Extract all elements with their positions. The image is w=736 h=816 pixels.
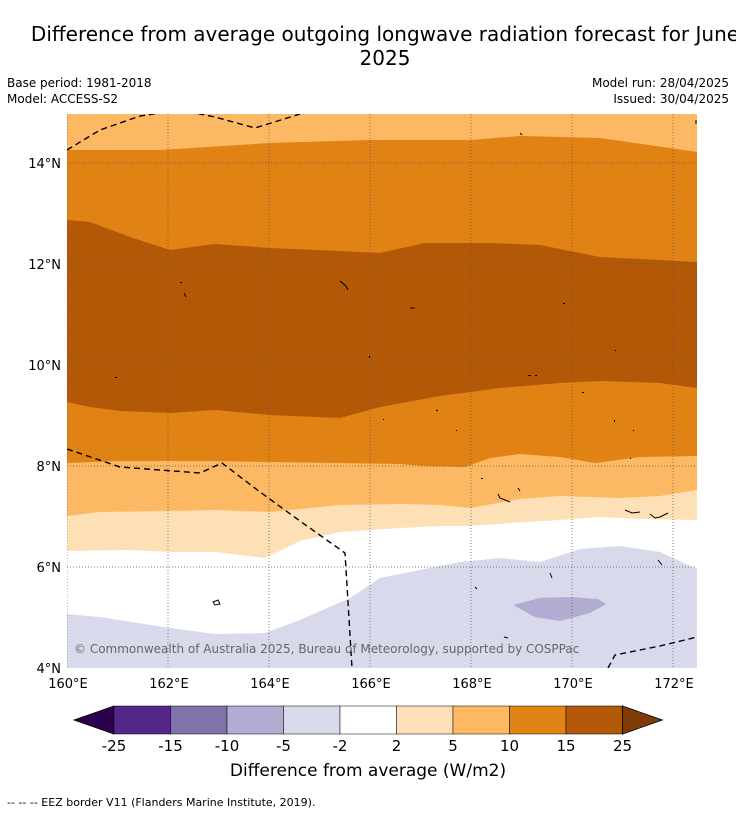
colorbar: -25 -15 -10 -5 -2 2 5 10 15 25 xyxy=(72,705,664,755)
colorbar-segment xyxy=(113,705,171,735)
colorbar-tick-label: 15 xyxy=(556,737,575,755)
small-islands xyxy=(115,282,634,479)
eez-borders xyxy=(67,114,697,668)
colorbar-tick-label: 25 xyxy=(613,737,632,755)
lat-tick-6: 6°N xyxy=(37,561,62,576)
colorbar-segment xyxy=(339,705,397,735)
copyright-text: © Commonwealth of Australia 2025, Bureau… xyxy=(74,642,579,656)
lon-tick-168: 168°E xyxy=(452,677,492,692)
colorbar-tick-label: -15 xyxy=(158,737,183,755)
base-period: Base period: 1981-2018 xyxy=(7,76,152,90)
lon-tick-160: 160°E xyxy=(48,677,88,692)
lon-tick-172: 172°E xyxy=(654,677,694,692)
meta-right: Model run: 28/04/2025 Issued: 30/04/2025 xyxy=(592,75,729,107)
lon-tick-170: 170°E xyxy=(553,677,593,692)
footnote: -- -- -- EEZ border V11 (Flanders Marine… xyxy=(7,796,316,809)
colorbar-tick-label: -5 xyxy=(276,737,291,755)
colorbar-segment xyxy=(283,705,341,735)
lat-tick-14: 14°N xyxy=(28,157,61,172)
band-15-25 xyxy=(67,220,697,418)
band-minus5-minus2 xyxy=(67,546,697,668)
lat-tick-10: 10°N xyxy=(28,359,61,374)
issued-date: Issued: 30/04/2025 xyxy=(613,92,729,106)
colorbar-tick-label: -10 xyxy=(215,737,240,755)
colorbar-tick-label: 2 xyxy=(392,737,402,755)
lat-tick-12: 12°N xyxy=(28,258,61,273)
anomaly-field xyxy=(67,114,697,668)
colorbar-extend-low xyxy=(72,705,115,735)
colorbar-extend-high xyxy=(622,705,664,735)
gridlines xyxy=(67,114,697,668)
colorbar-tick-label: 10 xyxy=(500,737,519,755)
islands xyxy=(183,120,697,639)
page-title: Difference from average outgoing longwav… xyxy=(30,22,736,70)
meta-left: Base period: 1981-2018 Model: ACCESS-S2 xyxy=(7,75,152,107)
lon-tick-166: 166°E xyxy=(351,677,391,692)
lon-tick-labels: 160°E 162°E 164°E 166°E 168°E 170°E 172°… xyxy=(48,677,694,692)
model-run: Model run: 28/04/2025 xyxy=(591,76,729,90)
colorbar-tick-label: -2 xyxy=(333,737,348,755)
lat-tick-labels: 14°N 12°N 10°N 8°N 6°N 4°N xyxy=(28,157,61,677)
model-name: Model: ACCESS-S2 xyxy=(7,92,119,106)
lat-tick-4: 4°N xyxy=(37,662,62,677)
colorbar-tick-label: -25 xyxy=(102,737,127,755)
colorbar-segment xyxy=(565,705,623,735)
colorbar-segment xyxy=(170,705,228,735)
colorbar-segment xyxy=(452,705,510,735)
band-minus10-minus5 xyxy=(513,597,606,621)
lon-tick-164: 164°E xyxy=(250,677,290,692)
lat-tick-8: 8°N xyxy=(37,460,62,475)
colorbar-segment xyxy=(396,705,454,735)
lon-tick-162: 162°E xyxy=(149,677,189,692)
colorbar-segment xyxy=(226,705,284,735)
colorbar-tick-label: 5 xyxy=(448,737,458,755)
colorbar-segment xyxy=(509,705,567,735)
colorbar-label: Difference from average (W/m2) xyxy=(229,761,507,781)
